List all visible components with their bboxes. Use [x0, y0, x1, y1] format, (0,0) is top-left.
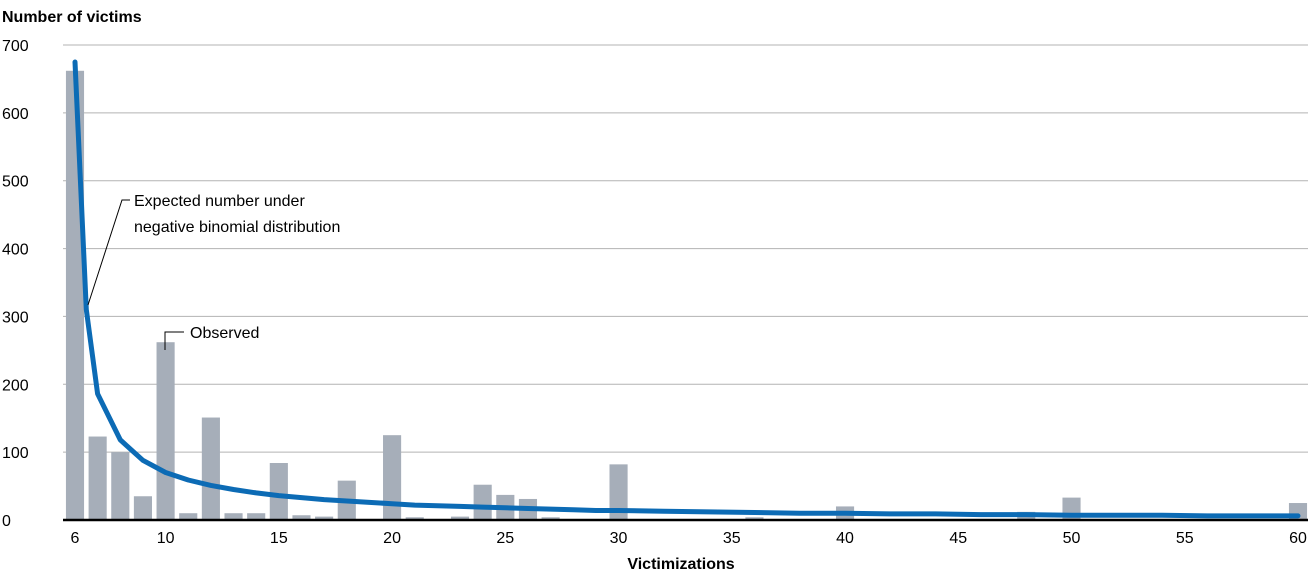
x-tick-label: 25 [496, 530, 514, 547]
expected-line [72, 59, 1301, 519]
x-tick-label: 20 [383, 530, 401, 547]
observed-bar [745, 517, 764, 520]
observed-bar [292, 515, 311, 520]
observed-bar [269, 463, 288, 520]
observed-bar [88, 436, 107, 520]
observed-bar [473, 484, 492, 520]
y-tick-label: 400 [2, 242, 29, 259]
observed-bar [405, 517, 424, 520]
gridlines [63, 44, 1308, 453]
x-tick-label: 6 [71, 530, 80, 547]
x-tick-label: 50 [1063, 530, 1081, 547]
observed-leader-line [164, 331, 184, 350]
observed-bar [224, 513, 243, 520]
observed-bar [179, 513, 198, 520]
observed-bar [609, 464, 628, 520]
observed-bar [133, 496, 153, 520]
observed-bar [450, 516, 470, 520]
x-tick-label: 55 [1176, 530, 1194, 547]
observed-annotation: Observed [164, 325, 259, 350]
y-axis-ticks: 0 100 200 300 400 500 600 700 [2, 38, 29, 530]
observed-annotation-label: Observed [190, 325, 259, 342]
y-tick-label: 100 [2, 445, 29, 462]
y-tick-label: 600 [2, 106, 29, 123]
expected-leader-line [87, 199, 130, 306]
observed-bar [247, 513, 266, 520]
expected-annotation-line-2: negative binomial distribution [134, 219, 340, 236]
observed-bar [315, 516, 334, 520]
y-tick-label: 0 [2, 513, 11, 530]
expected-annotation: Expected number under negative binomial … [87, 193, 340, 306]
observed-bar [65, 70, 85, 521]
x-axis-ticks: 6 10 15 20 25 30 35 40 45 50 55 60 [71, 530, 1307, 547]
observed-bar [201, 417, 220, 520]
y-axis-title: Number of victims [2, 9, 142, 26]
x-axis-title: Victimizations [627, 556, 734, 573]
x-tick-label: 35 [723, 530, 741, 547]
y-tick-label: 500 [2, 174, 29, 191]
observed-bar [111, 452, 130, 520]
y-tick-label: 300 [2, 309, 29, 326]
observed-bar [156, 342, 175, 520]
x-tick-label: 15 [270, 530, 288, 547]
x-tick-label: 40 [836, 530, 854, 547]
observed-bar [383, 435, 402, 520]
x-tick-label: 45 [949, 530, 967, 547]
observed-bars [65, 70, 1308, 521]
y-tick-label: 200 [2, 377, 29, 394]
expected-annotation-line-1: Expected number under [134, 193, 305, 210]
x-tick-label: 10 [157, 530, 175, 547]
x-tick-label: 60 [1289, 530, 1307, 547]
expected-line-layer [72, 59, 1301, 519]
observed-bar [541, 517, 560, 520]
x-tick-label: 30 [610, 530, 628, 547]
y-tick-label: 700 [2, 38, 29, 55]
